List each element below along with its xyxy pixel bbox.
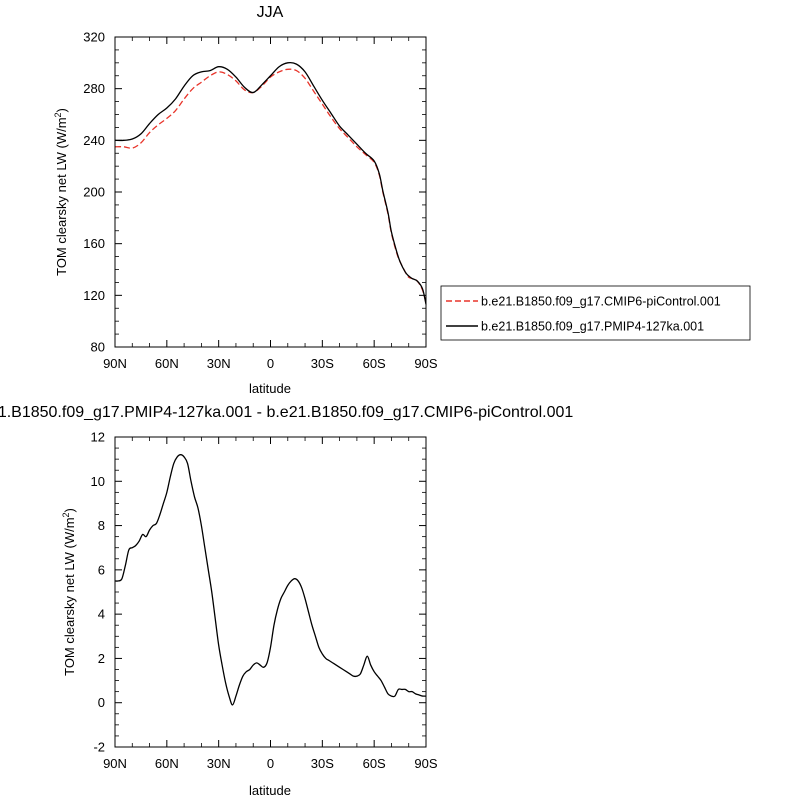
panel-bottom-xtick-label: 60S (363, 756, 386, 771)
panel-top-xlabel: latitude (249, 381, 291, 396)
legend-box (440, 285, 751, 341)
panel-bottom-ytick-label: -2 (93, 740, 105, 755)
panel-top-ticks (114, 36, 427, 348)
panel-bottom-ytick-label: 8 (98, 518, 105, 533)
panel-bottom-ytick-label: 12 (91, 430, 105, 445)
panel-top-ytick-label: 200 (83, 185, 105, 200)
panel-bottom-xtick-label: 30N (207, 756, 231, 771)
panel-top-xtick-label: 90S (414, 356, 437, 371)
panel-top: JJA 90N 60N 30N 0 30S 60S 90S 80 120 160 200 240 280… (53, 4, 438, 396)
panel-top-tick-labels: 90N 60N 30N 0 30S 60S 90S 80 120 160 200 240 280 320 (83, 30, 438, 372)
panel-bottom-ylabel: TOM clearsky net LW (W/m2) (61, 508, 77, 676)
panel-top-series-line-1 (114, 61, 427, 305)
panel-bottom-xlabel: latitude (249, 783, 291, 798)
panel-bottom-ytick-label: 6 (98, 562, 105, 577)
panel-top-ytick-label: 80 (91, 340, 105, 355)
panel-bottom-ytick-label: 10 (91, 474, 105, 489)
panel-bottom-series-line-0 (114, 454, 427, 706)
panel-bottom-xtick-label: 90N (103, 756, 127, 771)
panel-top-frame (114, 36, 427, 348)
panel-bottom-series (114, 454, 427, 706)
panel-top-xtick-label: 60S (363, 356, 386, 371)
panel-bottom-xtick-label: 60N (155, 756, 179, 771)
panel-bottom-xtick-label: 90S (414, 756, 437, 771)
panel-top-xtick-label: 90N (103, 356, 127, 371)
panel-bottom-ticks (114, 436, 427, 748)
panel-top-series (114, 61, 427, 305)
panel-bottom-ytick-label: 0 (98, 695, 105, 710)
legend-label-127ka: b.e21.B1850.f09_g17.PMIP4-127ka.001 (481, 320, 704, 334)
panel-bottom-tick-labels: 90N 60N 30N 0 30S 60S 90S -2 0 2 4 6 8 10 12 (91, 430, 438, 772)
panel-top-series-line-0 (114, 68, 427, 304)
panel-top-title: JJA (257, 4, 284, 21)
panel-bottom-ytick-label: 4 (98, 607, 105, 622)
panel-bottom: b.e21.B1850.f09_g17.PMIP4-127ka.001 - b.… (0, 404, 573, 798)
panel-top-ytick-label: 120 (83, 288, 105, 303)
panel-top-xtick-label: 0 (267, 356, 274, 371)
panel-top-xtick-label: 30S (311, 356, 334, 371)
panel-top-xtick-label: 30N (207, 356, 231, 371)
legend-label-picontrol: b.e21.B1850.f09_g17.CMIP6-piControl.001 (481, 295, 721, 309)
panel-top-xtick-label: 60N (155, 356, 179, 371)
panel-bottom-xtick-label: 0 (267, 756, 274, 771)
panel-top-ytick-label: 280 (83, 81, 105, 96)
panel-top-ylabel: TOM clearsky net LW (W/m2) (53, 108, 69, 276)
panel-top-ytick-label: 320 (83, 30, 105, 45)
panel-bottom-frame (114, 436, 427, 748)
panel-top-ytick-label: 240 (83, 133, 105, 148)
legend: b.e21.B1850.f09_g17.CMIP6-piControl.001 … (440, 285, 751, 341)
panel-bottom-ytick-label: 2 (98, 651, 105, 666)
panel-bottom-xtick-label: 30S (311, 756, 334, 771)
panel-top-ytick-label: 160 (83, 236, 105, 251)
panel-bottom-title: b.e21.B1850.f09_g17.PMIP4-127ka.001 - b.… (0, 404, 573, 421)
